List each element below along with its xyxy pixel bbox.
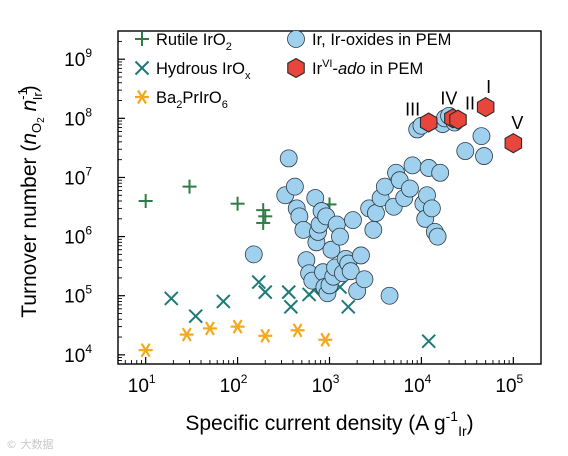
data-point (419, 112, 438, 133)
x-tick-label: 101 (128, 372, 156, 397)
data-point (258, 328, 273, 343)
y-tick-label: 107 (64, 164, 92, 189)
data-point (428, 227, 447, 246)
data-point (230, 196, 245, 211)
data-point (456, 142, 475, 160)
point-label: III (405, 100, 420, 120)
legend: Rutile IrO2 Hydrous IrOx Ba2PrIrO6 Ir, Ir-o… (134, 30, 451, 111)
data-point (281, 284, 296, 300)
legend-marker (134, 60, 150, 76)
x-tick-label: 102 (220, 372, 248, 397)
legend-marker (135, 32, 149, 46)
y-axis-label: Turnover number (nO2 n-1Ir) (15, 85, 47, 318)
y-tick-label: 104 (64, 342, 92, 367)
x-axis-label: Specific current density (A g-1Ir) (185, 408, 473, 439)
data-point (476, 96, 495, 118)
data-point (279, 149, 298, 168)
data-point (256, 203, 271, 218)
data-point (331, 227, 349, 246)
x-tick-label: 104 (404, 372, 432, 397)
data-point (504, 133, 523, 154)
legend-label: Hydrous IrOx (156, 60, 251, 82)
data-point (251, 274, 266, 290)
data-point (182, 179, 197, 194)
series-hexagon (419, 96, 523, 154)
data-point (202, 321, 217, 336)
legend-item: IrVI-ado in PEM (287, 57, 423, 79)
data-point (216, 294, 231, 309)
data-point (364, 220, 383, 239)
data-point (283, 299, 299, 314)
data-point (179, 327, 194, 342)
data-point (258, 209, 273, 224)
legend-label: Ir, Ir-oxides in PEM (312, 31, 451, 49)
data-point (403, 156, 422, 175)
data-point (421, 334, 436, 349)
legend-label: Ba2PrIrO6 (156, 89, 228, 111)
series-asterisk (138, 319, 333, 358)
data-point (431, 163, 450, 182)
data-point (375, 177, 394, 196)
data-point (475, 147, 493, 165)
data-point (285, 177, 304, 196)
legend-marker (135, 89, 149, 105)
legend-marker (287, 57, 305, 79)
data-point (355, 270, 374, 289)
legend-item: Hydrous IrOx (134, 60, 251, 82)
point-label: V (511, 113, 523, 133)
y-tick-label: 108 (64, 105, 92, 130)
data-point (258, 284, 273, 300)
data-point (230, 319, 245, 334)
axis-ticks: 101 102 103 104 105 104 105 106 107 108 109 (64, 30, 542, 397)
data-point (380, 286, 399, 305)
data-point (294, 220, 313, 239)
data-point (341, 299, 356, 314)
data-point (256, 215, 271, 230)
data-point (422, 199, 441, 218)
data-point (322, 240, 341, 259)
data-point (472, 127, 491, 146)
data-point (164, 291, 179, 306)
data-point (138, 193, 153, 208)
point-label: I (486, 77, 491, 97)
series-x (164, 274, 436, 349)
data-point (367, 204, 385, 222)
point-label: II (465, 94, 475, 114)
legend-marker (287, 30, 305, 48)
legend-label: Rutile IrO2 (156, 31, 232, 53)
data-point (318, 332, 333, 347)
data-point (290, 323, 305, 338)
legend-label: IrVI-ado in PEM (312, 58, 423, 78)
x-tick-label: 103 (312, 372, 340, 397)
y-tick-label: 105 (64, 283, 92, 308)
data-point (138, 343, 153, 358)
y-tick-label: 106 (64, 224, 92, 249)
legend-item: Ba2PrIrO6 (135, 89, 228, 111)
data-point (344, 211, 362, 230)
data-point (401, 179, 419, 198)
legend-item: Rutile IrO2 (135, 31, 232, 53)
data-markers (138, 96, 523, 358)
data-point (244, 245, 263, 264)
x-tick-label: 105 (495, 372, 523, 397)
series-circle (244, 106, 493, 305)
legend-item: Ir, Ir-oxides in PEM (287, 30, 451, 49)
watermark-text: © 大数据 (6, 437, 54, 451)
data-point (449, 109, 467, 130)
data-point (188, 309, 203, 324)
data-point (352, 246, 370, 265)
data-point (341, 262, 360, 281)
y-tick-label: 109 (64, 46, 92, 71)
point-label: IV (440, 88, 457, 108)
